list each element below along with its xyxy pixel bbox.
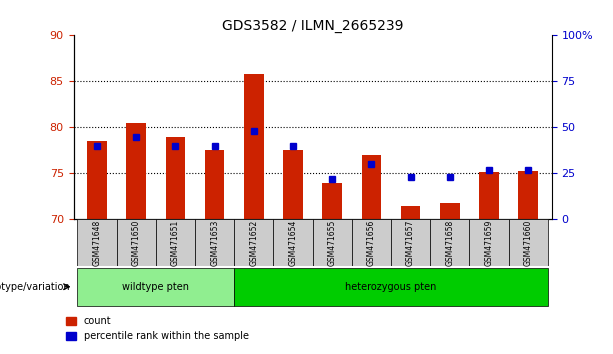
Text: GSM471653: GSM471653 [210,219,219,266]
Bar [479,172,499,219]
Text: GSM471654: GSM471654 [289,219,297,266]
Legend: count, percentile rank within the sample: count, percentile rank within the sample [66,316,249,341]
FancyBboxPatch shape [234,268,548,306]
Text: GSM471651: GSM471651 [171,219,180,266]
Text: GSM471656: GSM471656 [367,219,376,266]
Text: wildtype pten: wildtype pten [123,282,189,292]
Bar [519,171,538,219]
FancyBboxPatch shape [195,219,234,266]
FancyBboxPatch shape [430,219,470,266]
Text: GSM471650: GSM471650 [132,219,141,266]
Text: GSM471655: GSM471655 [328,219,337,266]
Text: GSM471658: GSM471658 [445,219,454,266]
FancyBboxPatch shape [273,219,313,266]
Bar [401,206,421,219]
FancyBboxPatch shape [509,219,548,266]
FancyBboxPatch shape [77,219,116,266]
Bar [87,141,107,219]
Text: GSM471657: GSM471657 [406,219,415,266]
Bar [126,123,146,219]
FancyBboxPatch shape [77,268,234,306]
FancyBboxPatch shape [470,219,509,266]
FancyBboxPatch shape [391,219,430,266]
Bar [244,74,264,219]
Bar [440,203,460,219]
Bar [283,150,303,219]
Title: GDS3582 / ILMN_2665239: GDS3582 / ILMN_2665239 [222,19,403,33]
Text: GSM471659: GSM471659 [484,219,493,266]
Text: GSM471648: GSM471648 [93,219,102,266]
Bar [322,183,342,219]
FancyBboxPatch shape [156,219,195,266]
Bar [205,150,224,219]
Text: GSM471660: GSM471660 [524,219,533,266]
FancyBboxPatch shape [352,219,391,266]
FancyBboxPatch shape [116,219,156,266]
Text: GSM471652: GSM471652 [249,219,258,266]
FancyBboxPatch shape [234,219,273,266]
FancyBboxPatch shape [313,219,352,266]
Text: genotype/variation: genotype/variation [0,282,70,292]
Text: heterozygous pten: heterozygous pten [345,282,436,292]
Bar [362,155,381,219]
Bar [166,137,185,219]
